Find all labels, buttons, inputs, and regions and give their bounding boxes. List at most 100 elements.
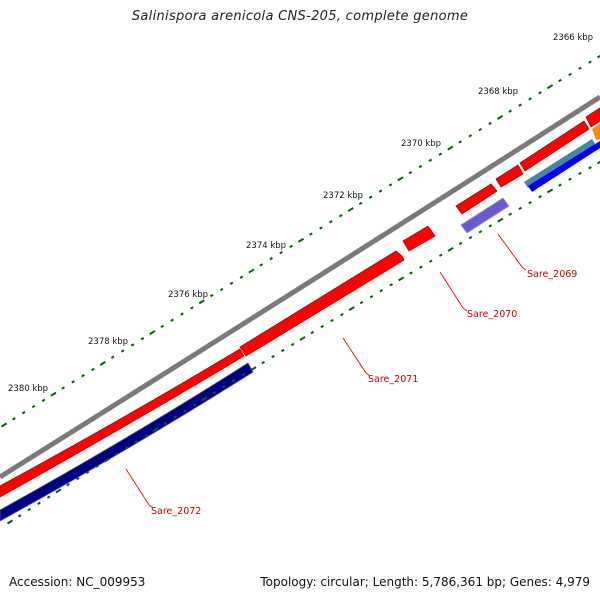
ruler-major-tick bbox=[149, 330, 156, 336]
inner-ruler-minor-tick bbox=[419, 265, 423, 269]
inner-ruler-minor-tick bbox=[222, 385, 226, 389]
cds-feature-6[interactable] bbox=[585, 107, 600, 128]
ruler-minor-tick bbox=[41, 398, 46, 402]
ruler-minor-tick bbox=[458, 140, 463, 144]
ruler-minor-tick bbox=[190, 306, 194, 310]
ruler-major-tick bbox=[497, 114, 504, 120]
inner-ruler-minor-tick bbox=[428, 259, 433, 263]
ruler-minor-tick bbox=[528, 97, 532, 101]
inner-ruler-minor-tick bbox=[134, 439, 138, 444]
ruler-major-tick bbox=[0, 422, 8, 428]
ruler-minor-tick bbox=[338, 214, 343, 218]
inner-ruler-minor-tick bbox=[588, 166, 592, 170]
accession-text: Accession: NC_009953 bbox=[9, 575, 146, 589]
ruler-minor-tick bbox=[488, 121, 492, 126]
inner-ruler-minor-tick bbox=[241, 372, 246, 377]
inner-ruler-minor-tick bbox=[231, 379, 236, 383]
ruler-minor-tick bbox=[538, 91, 542, 95]
ruler-minor-tick bbox=[578, 66, 582, 70]
ruler-minor-tick bbox=[568, 72, 572, 77]
feature-orange[interactable] bbox=[592, 124, 600, 140]
inner-ruler-minor-tick bbox=[488, 224, 493, 228]
inner-ruler-minor-tick bbox=[280, 348, 285, 353]
inner-ruler-minor-tick bbox=[478, 230, 483, 234]
ruler-label-2370: 2370 kbp bbox=[401, 139, 441, 149]
cds-feature-sare-2071[interactable] bbox=[239, 250, 405, 357]
inner-ruler-major-tick bbox=[250, 366, 257, 372]
inner-ruler-major-tick bbox=[201, 396, 208, 402]
ruler-minor-tick bbox=[358, 201, 363, 206]
ruler-minor-tick bbox=[378, 189, 383, 193]
ruler-label-2378: 2378 kbp bbox=[88, 337, 128, 347]
map-title: Salinispora arenicola CNS-205, complete … bbox=[131, 9, 469, 24]
inner-ruler-major-tick bbox=[6, 519, 14, 525]
genome-summary-text: Topology: circular; Length: 5,786,361 bp… bbox=[260, 575, 590, 589]
ruler-minor-tick bbox=[91, 367, 95, 372]
inner-ruler-minor-tick bbox=[114, 452, 119, 456]
ruler-minor-tick bbox=[12, 417, 16, 421]
ruler-minor-tick bbox=[289, 244, 293, 249]
ruler-label-2374: 2374 kbp bbox=[246, 241, 286, 251]
cds-feature-4[interactable] bbox=[495, 164, 524, 188]
ruler-minor-tick bbox=[588, 60, 592, 64]
inner-ruler-minor-tick bbox=[320, 324, 325, 329]
inner-ruler-track bbox=[6, 159, 600, 525]
inner-ruler-minor-tick bbox=[66, 483, 70, 487]
ruler-major-tick bbox=[546, 84, 554, 90]
inner-ruler-minor-tick bbox=[568, 177, 572, 181]
inner-ruler-major-tick bbox=[348, 306, 355, 312]
ruler-label-2380: 2380 kbp bbox=[8, 384, 48, 394]
feature-blue[interactable] bbox=[528, 141, 600, 192]
ruler-track bbox=[0, 53, 600, 428]
ruler-label-2366: 2366 kbp bbox=[553, 33, 593, 43]
ruler-minor-tick bbox=[319, 226, 323, 230]
ruler-minor-tick bbox=[328, 220, 333, 224]
cds-forward-track bbox=[0, 107, 600, 498]
cds-feature-3[interactable] bbox=[455, 183, 498, 215]
inner-ruler-major-tick bbox=[152, 426, 159, 432]
inner-ruler-minor-tick bbox=[173, 415, 177, 419]
inner-ruler-minor-tick bbox=[438, 253, 443, 257]
ruler-minor-tick bbox=[120, 349, 125, 353]
ruler-major-tick bbox=[397, 176, 404, 182]
inner-ruler-minor-tick bbox=[369, 295, 374, 299]
inner-ruler-minor-tick bbox=[379, 289, 384, 293]
ruler-minor-tick bbox=[478, 127, 483, 132]
ruler-minor-tick bbox=[438, 152, 443, 156]
feature-slate[interactable] bbox=[524, 139, 596, 188]
gene-label-sare-2072[interactable]: Sare_2072 bbox=[151, 506, 201, 517]
cds-feature-sare-2070[interactable] bbox=[402, 225, 436, 252]
inner-ruler-minor-tick bbox=[261, 360, 266, 365]
inner-ruler-major-tick bbox=[103, 457, 110, 463]
ruler-minor-tick bbox=[130, 343, 135, 347]
inner-ruler-minor-tick bbox=[310, 330, 315, 335]
inner-ruler-minor-tick bbox=[389, 283, 394, 287]
inner-ruler-minor-tick bbox=[17, 514, 22, 518]
inner-ruler-minor-tick bbox=[508, 212, 512, 216]
inner-ruler-minor-tick bbox=[163, 421, 168, 425]
leader-line-sare-2069 bbox=[497, 233, 527, 271]
ruler-minor-tick bbox=[209, 293, 214, 298]
feature-navy-band[interactable] bbox=[0, 362, 254, 522]
gene-label-sare-2069[interactable]: Sare_2069 bbox=[527, 269, 577, 280]
gene-label-sare-2070[interactable]: Sare_2070 bbox=[467, 309, 517, 320]
feature-inner-track bbox=[0, 124, 600, 522]
ruler-minor-tick bbox=[368, 195, 373, 199]
ruler-minor-tick bbox=[259, 263, 264, 267]
cds-feature-5[interactable] bbox=[519, 120, 590, 172]
feature-purple[interactable] bbox=[460, 197, 510, 234]
ruler-minor-tick bbox=[81, 374, 85, 378]
inner-ruler-minor-tick bbox=[578, 171, 582, 176]
inner-ruler-major-tick bbox=[55, 488, 62, 494]
gene-label-sare-2071[interactable]: Sare_2071 bbox=[368, 374, 418, 385]
cds-feature-1[interactable] bbox=[0, 348, 245, 498]
ruler-minor-tick bbox=[21, 411, 26, 415]
sequence-backbone bbox=[0, 94, 600, 480]
ruler-minor-tick bbox=[140, 337, 145, 341]
ruler-major-tick bbox=[248, 268, 255, 274]
inner-ruler-minor-tick bbox=[518, 206, 522, 211]
inner-ruler-minor-tick bbox=[290, 342, 295, 347]
inner-ruler-minor-tick bbox=[212, 391, 217, 395]
ruler-label-2372: 2372 kbp bbox=[323, 191, 363, 201]
